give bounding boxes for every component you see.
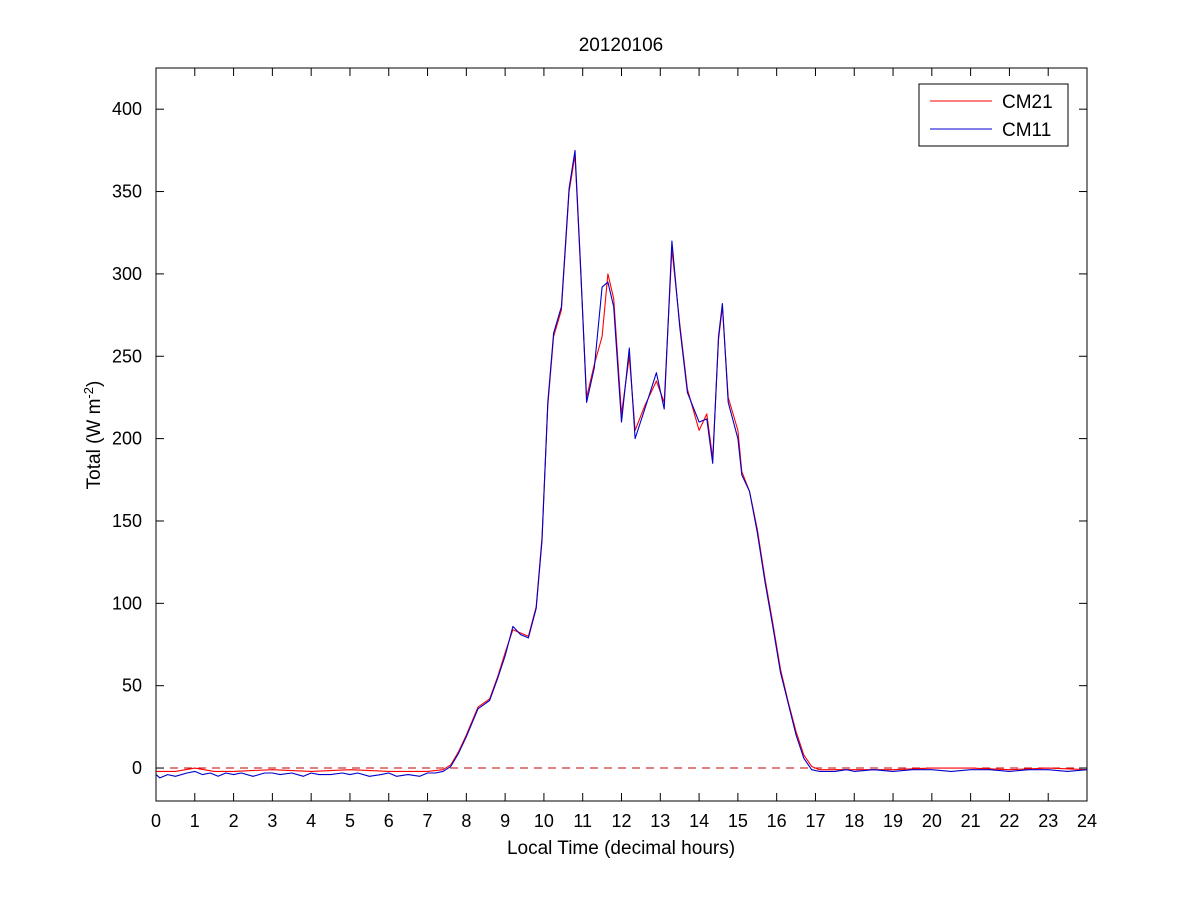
y-axis-label: Total (W m-2) [81, 381, 106, 490]
y-tick-label: 350 [112, 182, 142, 202]
x-tick-label: 15 [728, 811, 748, 831]
x-tick-label: 1 [190, 811, 200, 831]
y-axis-label-sup: -2 [81, 387, 96, 399]
x-tick-label: 5 [345, 811, 355, 831]
series-line-cm11 [156, 149, 1087, 779]
legend-label-cm21: CM21 [1002, 92, 1053, 113]
y-tick-label: 150 [112, 511, 142, 531]
x-tick-label: 2 [229, 811, 239, 831]
x-tick-label: 17 [805, 811, 825, 831]
x-tick-label: 0 [151, 811, 161, 831]
y-axis-label-close: ) [84, 381, 105, 387]
y-tick-label: 200 [112, 429, 142, 449]
x-tick-label: 19 [883, 811, 903, 831]
x-tick-label: 18 [844, 811, 864, 831]
x-tick-label: 13 [650, 811, 670, 831]
x-tick-label: 6 [384, 811, 394, 831]
x-tick-label: 11 [573, 811, 592, 831]
y-axis-label-text: Total (W m [84, 399, 105, 490]
y-tick-label: 0 [132, 758, 142, 778]
plot-area-frame [155, 67, 1088, 802]
y-tick-label: 50 [122, 676, 142, 696]
legend-box [918, 83, 1069, 147]
x-tick-label: 3 [267, 811, 277, 831]
y-tick-label: 100 [112, 593, 142, 613]
x-tick-label: 4 [306, 811, 316, 831]
legend: CM21 CM11 [918, 83, 1069, 147]
y-tick-label: 250 [112, 346, 142, 366]
x-tick-label: 9 [500, 811, 510, 831]
x-tick-label: 8 [461, 811, 471, 831]
x-tick-label: 24 [1077, 811, 1097, 831]
legend-label-cm11: CM11 [1002, 120, 1051, 141]
y-tick-label: 400 [112, 99, 142, 119]
x-tick-label: 16 [767, 811, 787, 831]
x-tick-label: 14 [689, 811, 709, 831]
x-tick-label: 23 [1038, 811, 1058, 831]
series-line-cm21 [156, 154, 1087, 772]
x-axis-label: Local Time (decimal hours) [507, 838, 735, 859]
y-tick-label: 300 [112, 264, 142, 284]
x-tick-label: 7 [423, 811, 433, 831]
x-tick-label: 21 [961, 811, 981, 831]
x-tick-label: 12 [611, 811, 631, 831]
x-tick-label: 22 [999, 811, 1019, 831]
chart-title: 20120106 [579, 35, 664, 56]
x-tick-label: 20 [922, 811, 942, 831]
x-tick-label: 10 [534, 811, 554, 831]
